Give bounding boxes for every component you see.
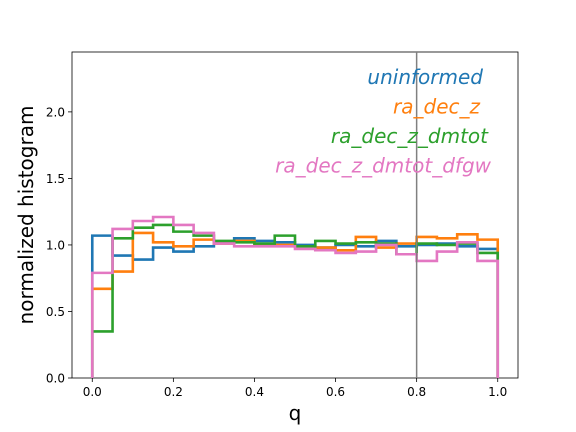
- series-layer: [90, 215, 500, 378]
- legend-entry-1: uninformed: [367, 65, 483, 89]
- x-tick-label: 0.6: [326, 385, 345, 399]
- y-axis-ticks: 0.0 0.5 1.0 1.5 2.0: [46, 105, 72, 386]
- x-tick-label: 1.0: [488, 385, 507, 399]
- y-tick-label: 1.0: [46, 238, 65, 252]
- x-axis-label: q: [289, 401, 302, 425]
- y-tick-label: 0.0: [46, 372, 65, 386]
- legend-entry-4: ra_dec_z_dmtot_dfgw: [275, 154, 492, 178]
- x-tick-label: 0.0: [83, 385, 102, 399]
- series-line-4: [90, 215, 500, 378]
- x-axis-ticks: 0.0 0.2 0.4 0.6 0.8 1.0: [83, 378, 507, 399]
- y-axis-label: normalized histogram: [14, 106, 38, 325]
- x-tick-label: 0.2: [164, 385, 183, 399]
- legend-entry-2: ra_dec_z: [393, 95, 480, 119]
- y-tick-label: 2.0: [46, 105, 65, 119]
- x-tick-label: 0.8: [407, 385, 426, 399]
- series-line-3: [90, 223, 500, 378]
- plot-area-frame: [71, 51, 519, 379]
- y-tick-label: 1.5: [46, 172, 65, 186]
- x-tick-label: 0.4: [245, 385, 264, 399]
- legend-entry-3: ra_dec_z_dmtot: [331, 124, 489, 148]
- y-tick-label: 0.5: [46, 305, 65, 319]
- legend: uninformed ra_dec_z ra_dec_z_dmtot ra_dec_z…: [275, 65, 492, 178]
